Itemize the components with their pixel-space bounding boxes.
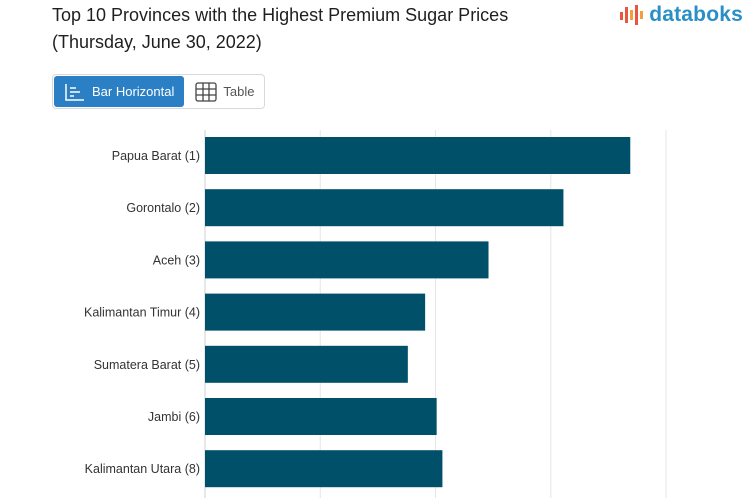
table-label: Table	[223, 84, 255, 99]
bar[interactable]	[205, 398, 437, 435]
category-label: Papua Barat (1)	[112, 149, 200, 163]
category-label: Gorontalo (2)	[126, 201, 200, 215]
chart-title-line-2: (Thursday, June 30, 2022)	[52, 32, 262, 52]
bar[interactable]	[205, 450, 443, 488]
bar-horizontal-label: Bar Horizontal	[92, 84, 175, 99]
bar[interactable]	[205, 293, 426, 331]
table-grid-icon	[195, 81, 218, 102]
table-button[interactable]: Table	[185, 75, 264, 108]
category-label: Kalimantan Utara (8)	[85, 462, 200, 476]
bar[interactable]	[205, 345, 408, 383]
category-label: Kalimantan Timur (4)	[84, 306, 200, 320]
bar[interactable]	[205, 241, 489, 279]
bar[interactable]	[205, 189, 564, 227]
logo-text: databoks	[649, 3, 743, 26]
bar-horizontal-button[interactable]: Bar Horizontal	[54, 76, 185, 107]
bars	[205, 137, 631, 488]
horizontal-bar-icon	[65, 83, 84, 101]
category-label: Aceh (3)	[153, 253, 200, 267]
view-toggle: Bar Horizontal Table	[52, 74, 266, 109]
category-labels: Papua Barat (1) Gorontalo (2) Aceh (3) Kali…	[84, 149, 200, 476]
chart-title: Top 10 Provinces with the Highest Premiu…	[52, 2, 612, 56]
category-label: Sumatera Barat (5)	[94, 358, 200, 372]
databoks-logo: databoks	[619, 3, 743, 27]
category-label: Jambi (6)	[148, 410, 200, 424]
bar[interactable]	[205, 137, 631, 174]
chart-title-line-1: Top 10 Provinces with the Highest Premiu…	[52, 5, 509, 25]
bar-chart-logo-icon	[620, 5, 644, 25]
